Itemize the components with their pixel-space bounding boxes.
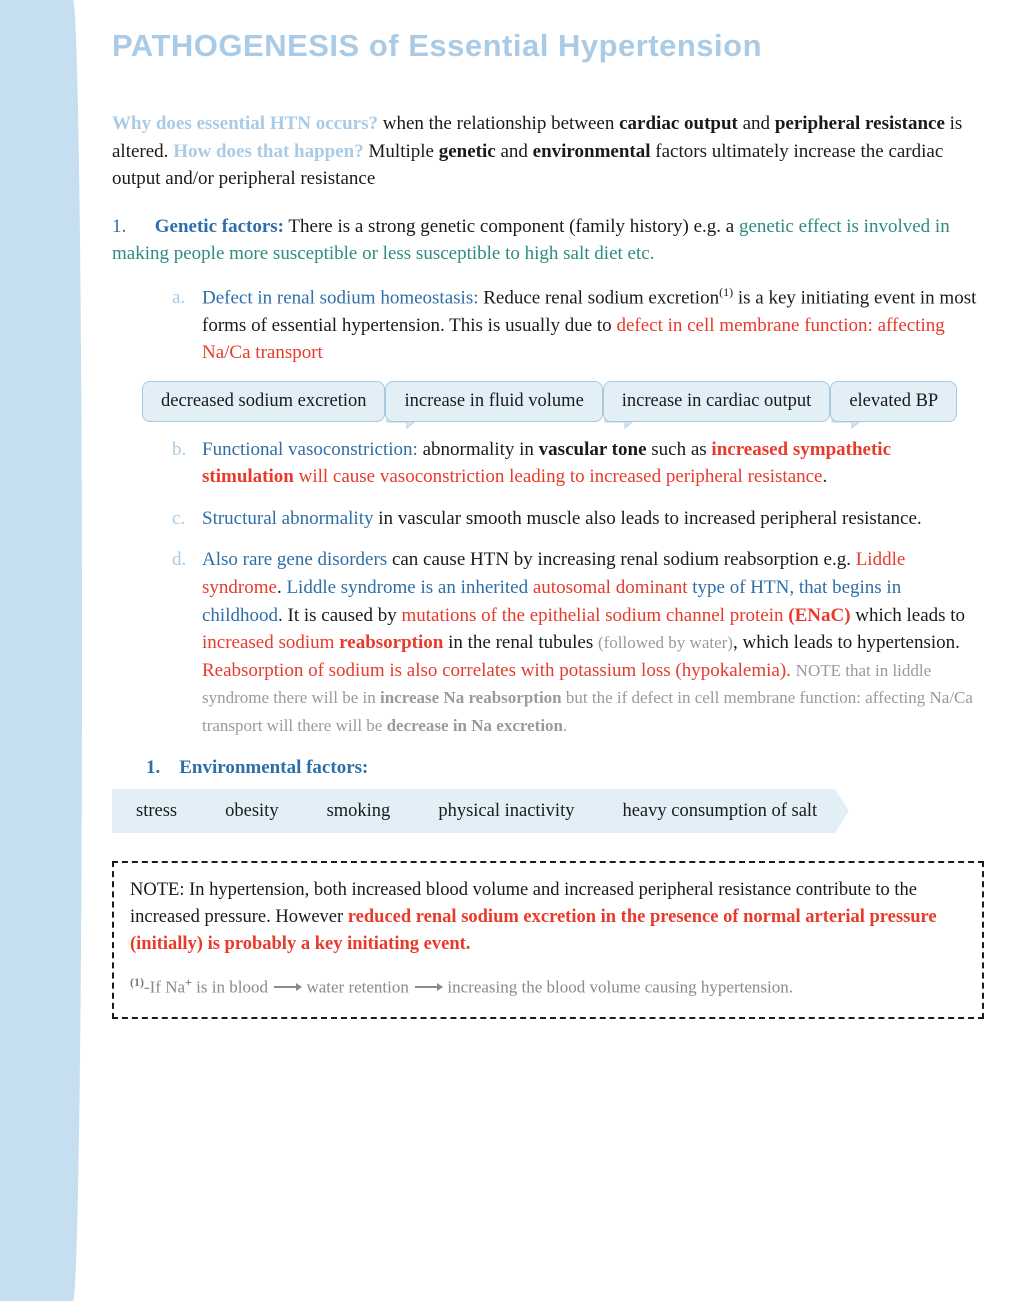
superscript-plus: + [185,975,192,989]
arrow-right-icon [413,976,443,1001]
sub-d-note-gray-bold: decrease in Na excretion [387,716,563,735]
sub-c-text: in vascular smooth muscle also leads to … [373,508,921,529]
question-2: How does that happen? [173,141,364,162]
sub-a-head: Defect in renal sodium homeostasis: [202,287,479,308]
flow-box-2: increase in fluid volume [385,381,602,422]
sub-b-head: Functional vasoconstriction: [202,439,418,460]
sub-b-text: abnormality in [418,439,539,460]
chevron-item: physical inactivity [408,789,592,833]
intro-text: Multiple [364,141,439,162]
sub-d-blue: Liddle syndrome is an inherited [286,577,528,598]
sub-c-head: Structural abnormality [202,508,373,529]
sub-item-d: d.Also rare gene disorders can cause HTN… [202,546,984,739]
sub-d-text: . [277,577,287,598]
sub-d-red: mutations of the epithelial sodium chann… [401,605,788,626]
genetic-sublist: a.Defect in renal sodium homeostasis: Re… [202,284,984,367]
letter-d: d. [172,546,202,574]
environmental-factors-row: stress obesity smoking physical inactivi… [112,789,984,833]
note-text: NOTE: In hypertension, both increased bl… [130,877,966,957]
footnote-ref: (1) [130,975,144,989]
page: PATHOGENESIS of Essential Hypertension W… [0,0,1024,1301]
sub-d-text: which leads to [851,605,966,626]
sub-d-red: increased sodium [202,632,339,653]
sub-d-red: Reabsorption of sodium is also correlate… [202,660,791,681]
environmental-heading: 1. Environmental factors: [146,757,984,779]
sub-b-text: . [823,466,828,487]
footnote-text: increasing the blood volume causing hype… [443,977,793,996]
sub-b-bold: vascular tone [539,439,647,460]
letter-c: c. [172,505,202,533]
sub-d-head: Also rare gene disorders [202,549,387,570]
genetic-text: There is a strong genetic component (fam… [284,216,739,237]
letter-a: a. [172,284,202,312]
chevron-item: heavy consumption of salt [592,789,835,833]
flow-box-1: decreased sodium excretion [142,381,385,422]
footnote: (1)-If Na+ is in blood water retention i… [130,974,966,1001]
left-sidebar-decor [0,0,64,1301]
note-box: NOTE: In hypertension, both increased bl… [112,861,984,1019]
sub-b-red: will cause vasoconstriction leading to i… [294,466,823,487]
chevron-item: stress [112,789,195,833]
genetic-sublist-cont: b.Functional vasoconstriction: abnormali… [202,436,984,739]
intro-text: when the relationship between [378,113,619,134]
term-environmental: environmental [533,141,651,162]
term-peripheral-resistance: peripheral resistance [775,113,945,134]
letter-b: b. [172,436,202,464]
sub-d-text: in the renal tubules [443,632,598,653]
sub-d-note-gray-bold: increase Na reabsorption [380,688,562,707]
arrow-right-icon [272,976,302,1001]
flow-box-4: elevated BP [830,381,957,422]
chevron-item: obesity [195,789,296,833]
intro-text: and [738,113,775,134]
chevron-item: smoking [297,789,409,833]
sub-d-red-bold: reabsorption [339,632,443,653]
question-1: Why does essential HTN occurs? [112,113,378,134]
sub-item-c: c.Structural abnormality in vascular smo… [202,505,984,533]
footnote-text: water retention [302,977,413,996]
superscript-ref: (1) [719,285,733,299]
sub-d-text: can cause HTN by increasing renal sodium… [387,549,856,570]
footnote-text: -If Na [144,977,185,996]
sub-d-red-bold: (ENaC) [788,605,850,626]
sub-item-a: a.Defect in renal sodium homeostasis: Re… [202,284,984,367]
sub-d-gray: (followed by water) [598,633,733,652]
genetic-heading: Genetic factors: [155,216,284,237]
intro-paragraph: Why does essential HTN occurs? when the … [112,110,984,193]
page-title: PATHOGENESIS of Essential Hypertension [112,28,984,64]
term-genetic: genetic [439,141,496,162]
footnote-text: is in blood [192,977,272,996]
sub-b-text: such as [647,439,712,460]
sub-item-b: b.Functional vasoconstriction: abnormali… [202,436,984,491]
sub-a-text: Reduce renal sodium excretion [479,287,720,308]
sub-d-red: autosomal dominant [533,577,688,598]
flow-box-3: increase in cardiac output [603,381,831,422]
flow-diagram: decreased sodium excretion increase in f… [142,381,984,422]
sub-d-text: . It is caused by [278,605,401,626]
term-cardiac-output: cardiac output [619,113,738,134]
list-number: 1. [112,216,126,237]
env-heading-text: Environmental factors: [179,757,368,778]
intro-text: and [496,141,533,162]
content-area: PATHOGENESIS of Essential Hypertension W… [64,0,1024,1301]
genetic-factors-lead: 1. Genetic factors: There is a strong ge… [112,213,984,268]
sub-d-note-gray: . [563,716,567,735]
env-num: 1. [146,757,160,778]
sub-d-text: , which leads to hypertension. [733,632,960,653]
